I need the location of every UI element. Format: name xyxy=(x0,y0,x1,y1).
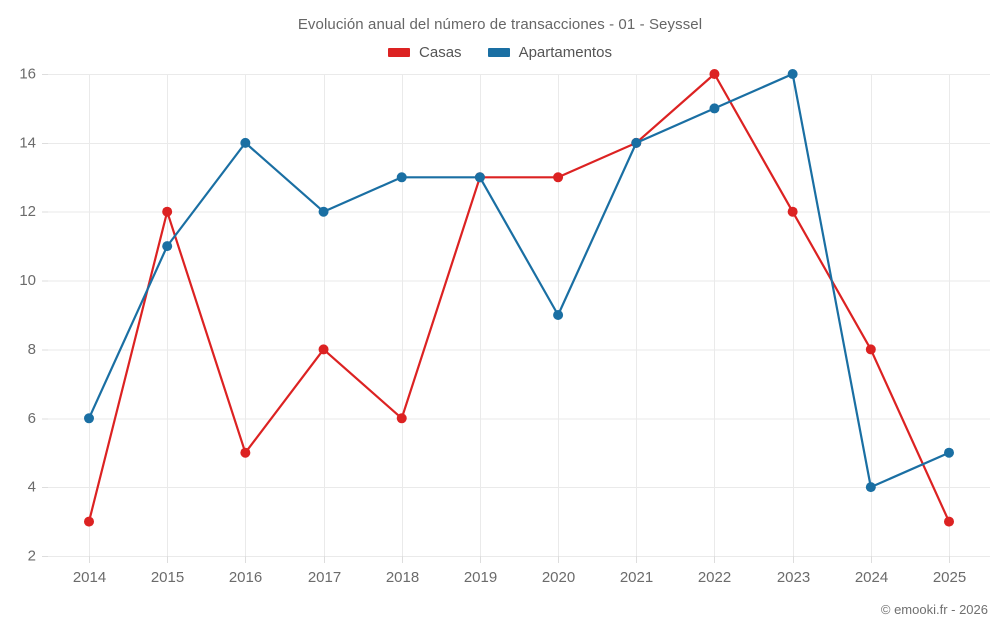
data-point-casas-2024[interactable] xyxy=(865,344,876,355)
x-axis-tick-label: 2023 xyxy=(777,569,810,586)
series-apartamentos xyxy=(84,69,954,493)
x-axis-tick-label: 2019 xyxy=(464,569,497,586)
y-axis-tick-label: 10 xyxy=(19,272,36,289)
footer-credit: © emooki.fr - 2026 xyxy=(880,602,988,617)
data-point-apartamentos-2024[interactable] xyxy=(865,482,876,493)
y-axis-tick-label: 2 xyxy=(28,547,36,564)
chart-title: Evolución anual del número de transaccio… xyxy=(297,16,703,33)
data-point-casas-2015[interactable] xyxy=(162,206,173,217)
data-point-apartamentos-2025[interactable] xyxy=(944,447,954,458)
legend-item-apartamentos[interactable]: Apartamentos xyxy=(487,44,612,61)
data-point-casas-2023[interactable] xyxy=(787,206,798,217)
x-axis-tick-label: 2015 xyxy=(151,569,184,586)
y-axis-tick-label: 16 xyxy=(19,65,36,82)
y-axis-tick-label: 12 xyxy=(19,203,36,220)
series-line-casas[interactable] xyxy=(87,72,951,523)
y-axis-tick-label: 8 xyxy=(28,341,36,358)
legend-swatch-casas xyxy=(388,48,411,57)
data-point-casas-2016[interactable] xyxy=(240,447,251,458)
data-point-apartamentos-2019[interactable] xyxy=(474,172,485,183)
legend-item-casas[interactable]: Casas xyxy=(388,44,462,61)
data-point-casas-2025[interactable] xyxy=(944,516,954,527)
data-point-apartamentos-2022[interactable] xyxy=(709,103,720,114)
y-axis-tick-label: 6 xyxy=(28,410,36,427)
x-axis-tick-label: 2018 xyxy=(386,569,419,586)
y-axis-tick-label: 14 xyxy=(19,134,36,151)
y-axis-tick-label: 4 xyxy=(28,479,36,496)
x-axis-tick-label: 2021 xyxy=(620,569,653,586)
series-casas xyxy=(84,69,954,527)
data-point-apartamentos-2020[interactable] xyxy=(553,310,564,320)
grid-lines: 2 4 6 8 10 12 14 16 2014 2015 2016 2017 2018 2019 2020… xyxy=(19,65,990,586)
x-axis-tick-label: 2016 xyxy=(229,569,262,586)
legend-label-casas: Casas xyxy=(419,44,462,61)
data-point-casas-2020[interactable] xyxy=(553,172,564,183)
data-point-casas-2018[interactable] xyxy=(396,413,407,424)
legend-label-apartamentos: Apartamentos xyxy=(518,44,612,61)
chart-legend: Casas Apartamentos xyxy=(0,44,1000,61)
x-axis-tick-label: 2024 xyxy=(855,569,888,586)
x-axis-tick-label: 2022 xyxy=(698,569,731,586)
series-line-apartamentos[interactable] xyxy=(87,72,951,489)
data-point-apartamentos-2014[interactable] xyxy=(84,413,94,424)
x-axis-tick-label: 2025 xyxy=(933,569,966,586)
data-point-apartamentos-2017[interactable] xyxy=(318,206,329,217)
x-axis-tick-label: 2017 xyxy=(308,569,341,586)
data-point-casas-2014[interactable] xyxy=(84,516,94,527)
data-point-apartamentos-2021[interactable] xyxy=(631,137,642,148)
data-point-casas-2017[interactable] xyxy=(318,344,329,355)
data-point-apartamentos-2015[interactable] xyxy=(162,241,173,252)
data-point-apartamentos-2018[interactable] xyxy=(396,172,407,183)
x-axis-tick-label: 2014 xyxy=(73,569,106,586)
data-point-apartamentos-2023[interactable] xyxy=(787,69,798,79)
data-point-casas-2022[interactable] xyxy=(709,69,720,79)
legend-swatch-apartamentos xyxy=(487,48,510,57)
data-point-apartamentos-2016[interactable] xyxy=(240,137,251,148)
x-axis-tick-label: 2020 xyxy=(542,569,575,586)
